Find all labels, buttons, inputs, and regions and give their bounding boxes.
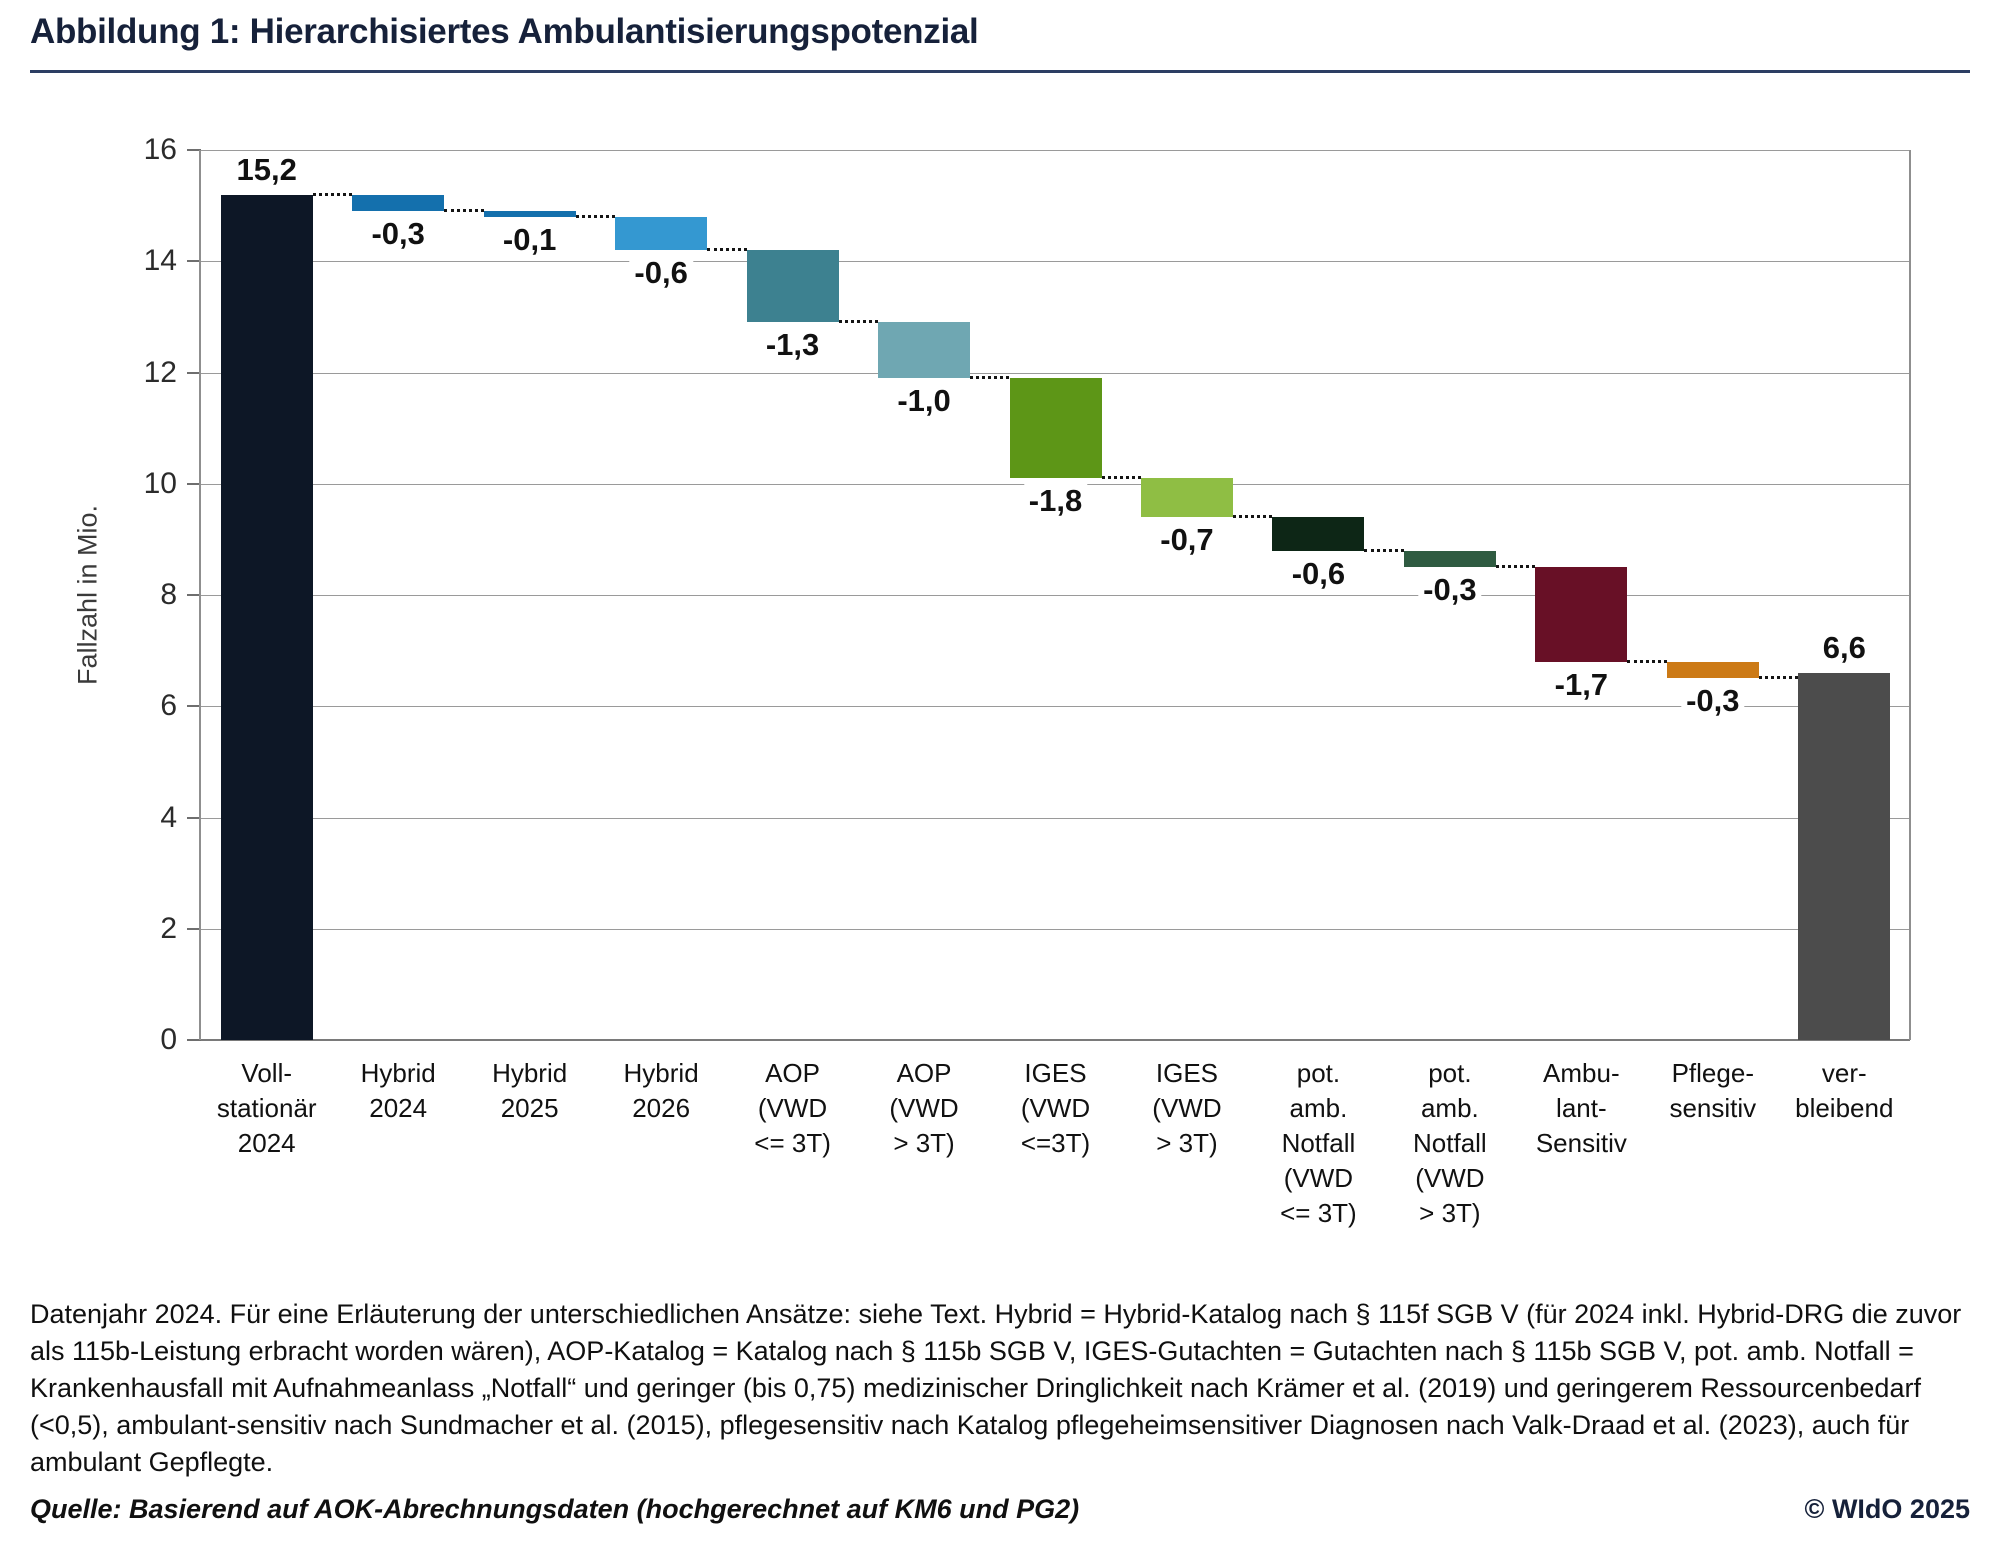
bar-value-label: -0,3	[366, 217, 430, 252]
x-axis-label: Hybrid 2024	[360, 1058, 436, 1123]
y-tick-mark	[187, 1039, 201, 1041]
bar-connector	[1627, 659, 1667, 663]
y-tick-mark	[187, 594, 201, 596]
waterfall-bar	[1535, 567, 1628, 662]
bar-value-label: -0,3	[1418, 573, 1482, 608]
x-axis-line	[201, 1039, 1910, 1041]
y-gridline	[201, 261, 1910, 263]
bar-connector	[312, 192, 353, 196]
y-gridline	[201, 817, 1910, 819]
bar-connector	[1232, 515, 1273, 519]
bar-connector	[838, 320, 879, 324]
bar-value-label: -1,8	[1023, 484, 1088, 519]
waterfall-bar	[615, 216, 708, 251]
bar-value-label: 6,6	[1817, 630, 1871, 665]
y-axis-title: Fallzahl in Mio.	[72, 504, 103, 686]
y-gridline	[201, 595, 1910, 596]
y-tick-mark	[187, 816, 201, 819]
y-tick-label: 14	[143, 244, 177, 278]
bar-value-label: -0,3	[1681, 684, 1745, 719]
waterfall-bar	[1403, 550, 1496, 568]
x-axis-label: ver- bleibend	[1795, 1058, 1894, 1123]
waterfall-bar	[1009, 378, 1102, 479]
y-tick-mark	[187, 705, 201, 708]
y-tick-label: 10	[143, 466, 177, 500]
bar-connector	[444, 209, 484, 213]
bar-value-label: -0,6	[1286, 556, 1351, 591]
title-divider	[30, 70, 1970, 73]
waterfall-bar	[1140, 478, 1233, 518]
x-axis-label: pot. amb. Notfall (VWD <= 3T)	[1280, 1058, 1357, 1228]
y-tick-mark	[187, 927, 201, 930]
y-tick-label: 0	[160, 1023, 177, 1056]
x-axis-label: AOP (VWD <= 3T)	[754, 1058, 831, 1158]
bar-connector	[575, 214, 616, 218]
bar-value-label: -1,7	[1549, 667, 1614, 702]
y-tick-label: 8	[160, 578, 177, 611]
bar-connector	[1364, 548, 1404, 552]
bar-value-label: -0,1	[497, 222, 562, 257]
bar-connector	[1101, 476, 1141, 480]
y-tick-mark	[187, 149, 201, 151]
waterfall-bar	[220, 194, 313, 1040]
plot-border-left	[199, 150, 201, 1040]
bar-value-label: 15,2	[231, 152, 302, 187]
y-gridline	[201, 150, 1910, 151]
waterfall-bar	[352, 194, 445, 212]
bar-value-label: -0,7	[1155, 523, 1219, 558]
waterfall-bar	[1666, 661, 1759, 679]
bar-value-label: -0,6	[629, 256, 693, 291]
x-axis-label: Pflege- sensitiv	[1669, 1058, 1757, 1123]
x-axis-label: IGES (VWD <=3T)	[1020, 1058, 1091, 1158]
source-line: Quelle: Basierend auf AOK-Abrechnungsdat…	[30, 1494, 1080, 1524]
waterfall-bar	[1272, 517, 1365, 551]
y-gridline	[201, 928, 1910, 930]
y-tick-label: 6	[160, 689, 177, 723]
x-axis-label: Hybrid 2026	[623, 1058, 699, 1123]
x-axis-label: Voll- stationär 2024	[216, 1058, 317, 1158]
y-gridline	[201, 372, 1910, 374]
x-axis-label: Hybrid 2025	[492, 1058, 568, 1123]
y-tick-label: 4	[160, 800, 177, 834]
bar-connector	[707, 248, 747, 252]
y-tick-mark	[187, 482, 201, 485]
x-axis-label: AOP (VWD > 3T)	[889, 1058, 959, 1158]
y-tick-label: 16	[143, 133, 177, 166]
bar-connector	[970, 376, 1010, 380]
plot-border-right	[1909, 150, 1911, 1040]
waterfall-bar	[878, 322, 971, 379]
y-tick-label: 2	[160, 911, 177, 945]
y-gridline	[201, 706, 1910, 708]
waterfall-bar	[746, 250, 839, 323]
copyright-label: © WIdO 2025	[1804, 1494, 1970, 1524]
figure-title: Abbildung 1: Hierarchisiertes Ambulantis…	[30, 12, 979, 51]
footnote-text: Datenjahr 2024. Für eine Erläuterung der…	[30, 1299, 1962, 1477]
x-axis-label: pot. amb. Notfall (VWD > 3T)	[1413, 1058, 1487, 1228]
bar-value-label: -1,0	[892, 383, 956, 419]
waterfall-bar	[483, 211, 576, 217]
waterfall-bar	[1798, 672, 1891, 1040]
y-tick-mark	[187, 371, 201, 374]
bar-value-label: -1,3	[760, 328, 825, 363]
bar-connector	[1758, 676, 1799, 680]
y-tick-mark	[187, 260, 201, 263]
x-axis-label: IGES (VWD > 3T)	[1152, 1058, 1222, 1158]
y-tick-label: 12	[143, 355, 177, 389]
x-axis-label: Ambu- lant- Sensitiv	[1535, 1058, 1627, 1158]
bar-connector	[1495, 565, 1536, 569]
